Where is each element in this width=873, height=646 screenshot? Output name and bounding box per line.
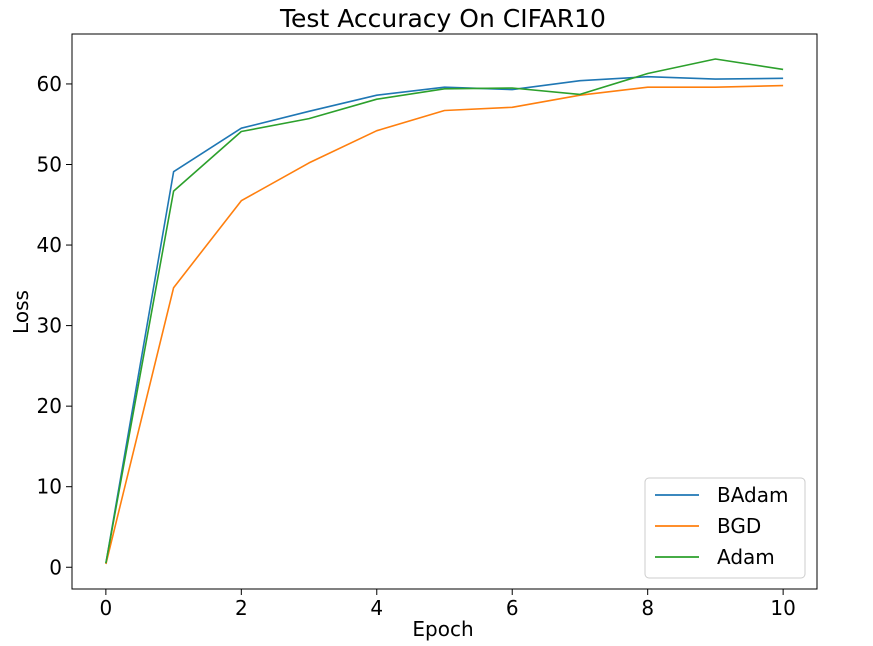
legend-label-bgd: BGD: [717, 514, 761, 538]
x-tick-label: 6: [506, 596, 519, 620]
legend-label-badam: BAdam: [717, 483, 788, 507]
series-line-adam: [105, 58, 784, 564]
y-axis-label: Loss: [9, 290, 33, 334]
x-axis: 0 2 4 6 8 10: [99, 589, 796, 620]
series-layer: [105, 58, 784, 565]
y-tick-label: 0: [49, 555, 62, 579]
x-tick-label: 10: [770, 596, 795, 620]
plot-frame: [71, 33, 818, 590]
y-axis: 0 10 20 30 40 50 60: [37, 72, 72, 579]
x-tick-label: 8: [641, 596, 654, 620]
y-tick-label: 50: [37, 152, 62, 176]
legend: BAdam BGD Adam: [644, 477, 806, 579]
y-tick-label: 20: [37, 394, 62, 418]
y-tick-label: 40: [37, 233, 62, 257]
x-axis-label: Epoch: [412, 617, 473, 641]
x-tick-label: 4: [370, 596, 383, 620]
y-tick-label: 10: [37, 475, 62, 499]
y-tick-label: 60: [37, 72, 62, 96]
plot-area: [71, 33, 818, 590]
chart-title: Test Accuracy On CIFAR10: [279, 4, 606, 33]
y-tick-label: 30: [37, 314, 62, 338]
legend-label-adam: Adam: [717, 545, 775, 569]
series-line-bgd: [105, 84, 784, 565]
x-tick-label: 0: [99, 596, 112, 620]
series-line-badam: [105, 75, 784, 564]
legend-box: [644, 477, 806, 579]
x-tick-label: 2: [235, 596, 248, 620]
